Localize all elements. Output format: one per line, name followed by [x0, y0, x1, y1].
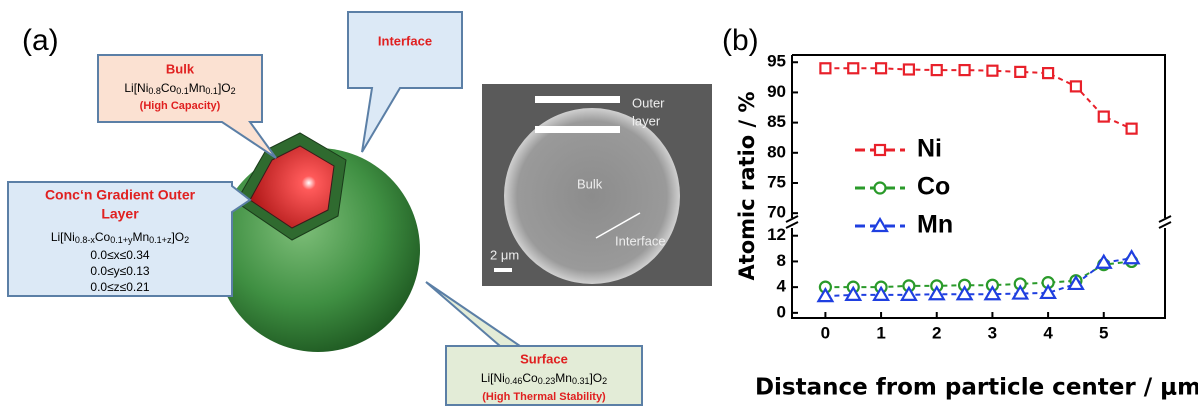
- y-tick-label: 8: [777, 251, 786, 270]
- series-line: [825, 261, 1131, 287]
- sem-label: layer: [632, 113, 661, 128]
- series-line: [825, 68, 1131, 128]
- panel-label: (a): [22, 24, 59, 57]
- y-tick-label: 70: [767, 203, 786, 222]
- marker: [875, 183, 886, 194]
- series-line: [825, 258, 1131, 296]
- x-tick-label: 1: [876, 323, 885, 342]
- y-tick-label: 0: [777, 302, 786, 321]
- y-tick-label: 75: [767, 172, 786, 191]
- axis: [792, 55, 1165, 318]
- figure: (a) Bulk Li[Ni0.8Co0.1Mn0.1]O2 (High Cap…: [0, 0, 1198, 407]
- x-tick-label: 5: [1099, 323, 1108, 342]
- marker: [820, 63, 830, 73]
- x-tick-label: 3: [988, 323, 997, 342]
- sem-label: Outer: [632, 95, 665, 110]
- y-axis-label: Atomic ratio / %: [735, 91, 759, 280]
- y-tick-label: 95: [767, 52, 786, 71]
- range: 0.0≤z≤0.21: [90, 280, 150, 294]
- bar: [535, 96, 620, 103]
- y-tick-label: 80: [767, 142, 786, 161]
- marker: [1015, 67, 1025, 77]
- surface-callout: [426, 282, 642, 405]
- y-tick-label: 4: [777, 277, 787, 296]
- sem-label: Interface: [615, 233, 666, 248]
- marker: [1043, 68, 1053, 78]
- marker: [904, 64, 914, 74]
- marker: [1099, 112, 1109, 122]
- marker: [876, 63, 886, 73]
- callout-title: Layer: [101, 206, 139, 222]
- sem-label: Bulk: [577, 176, 603, 191]
- legend-label: Mn: [917, 211, 953, 239]
- particle: [504, 108, 680, 284]
- y-tick-label: 12: [767, 225, 786, 244]
- sem-label: 2 μm: [490, 247, 519, 262]
- x-tick-label: 0: [821, 323, 830, 342]
- x-tick-label: 2: [932, 323, 941, 342]
- x-axis-label: Distance from particle center / μm: [755, 375, 1198, 401]
- y-tick-label: 90: [767, 82, 786, 101]
- marker: [1127, 124, 1137, 134]
- marker: [1071, 81, 1081, 91]
- callout-title: Conc‘n Gradient Outer: [45, 187, 196, 203]
- scale-bar: [494, 268, 512, 272]
- legend-label: Co: [917, 173, 950, 201]
- bar: [535, 126, 620, 133]
- callout-title: Bulk: [166, 61, 195, 76]
- callout-note: (High Thermal Stability): [482, 391, 606, 403]
- x-tick-label: 4: [1043, 323, 1053, 342]
- marker: [987, 66, 997, 76]
- marker: [848, 63, 858, 73]
- legend-label: Ni: [917, 135, 942, 163]
- range: 0.0≤y≤0.13: [90, 264, 150, 278]
- range: 0.0≤x≤0.34: [90, 248, 150, 262]
- marker: [932, 65, 942, 75]
- callout-title: Surface: [520, 351, 568, 366]
- callout-note: (High Capacity): [140, 100, 221, 112]
- y-tick-label: 85: [767, 112, 786, 131]
- marker: [960, 65, 970, 75]
- marker: [875, 145, 885, 155]
- callout-title: Interface: [378, 33, 432, 48]
- panel-label: (b): [722, 24, 759, 57]
